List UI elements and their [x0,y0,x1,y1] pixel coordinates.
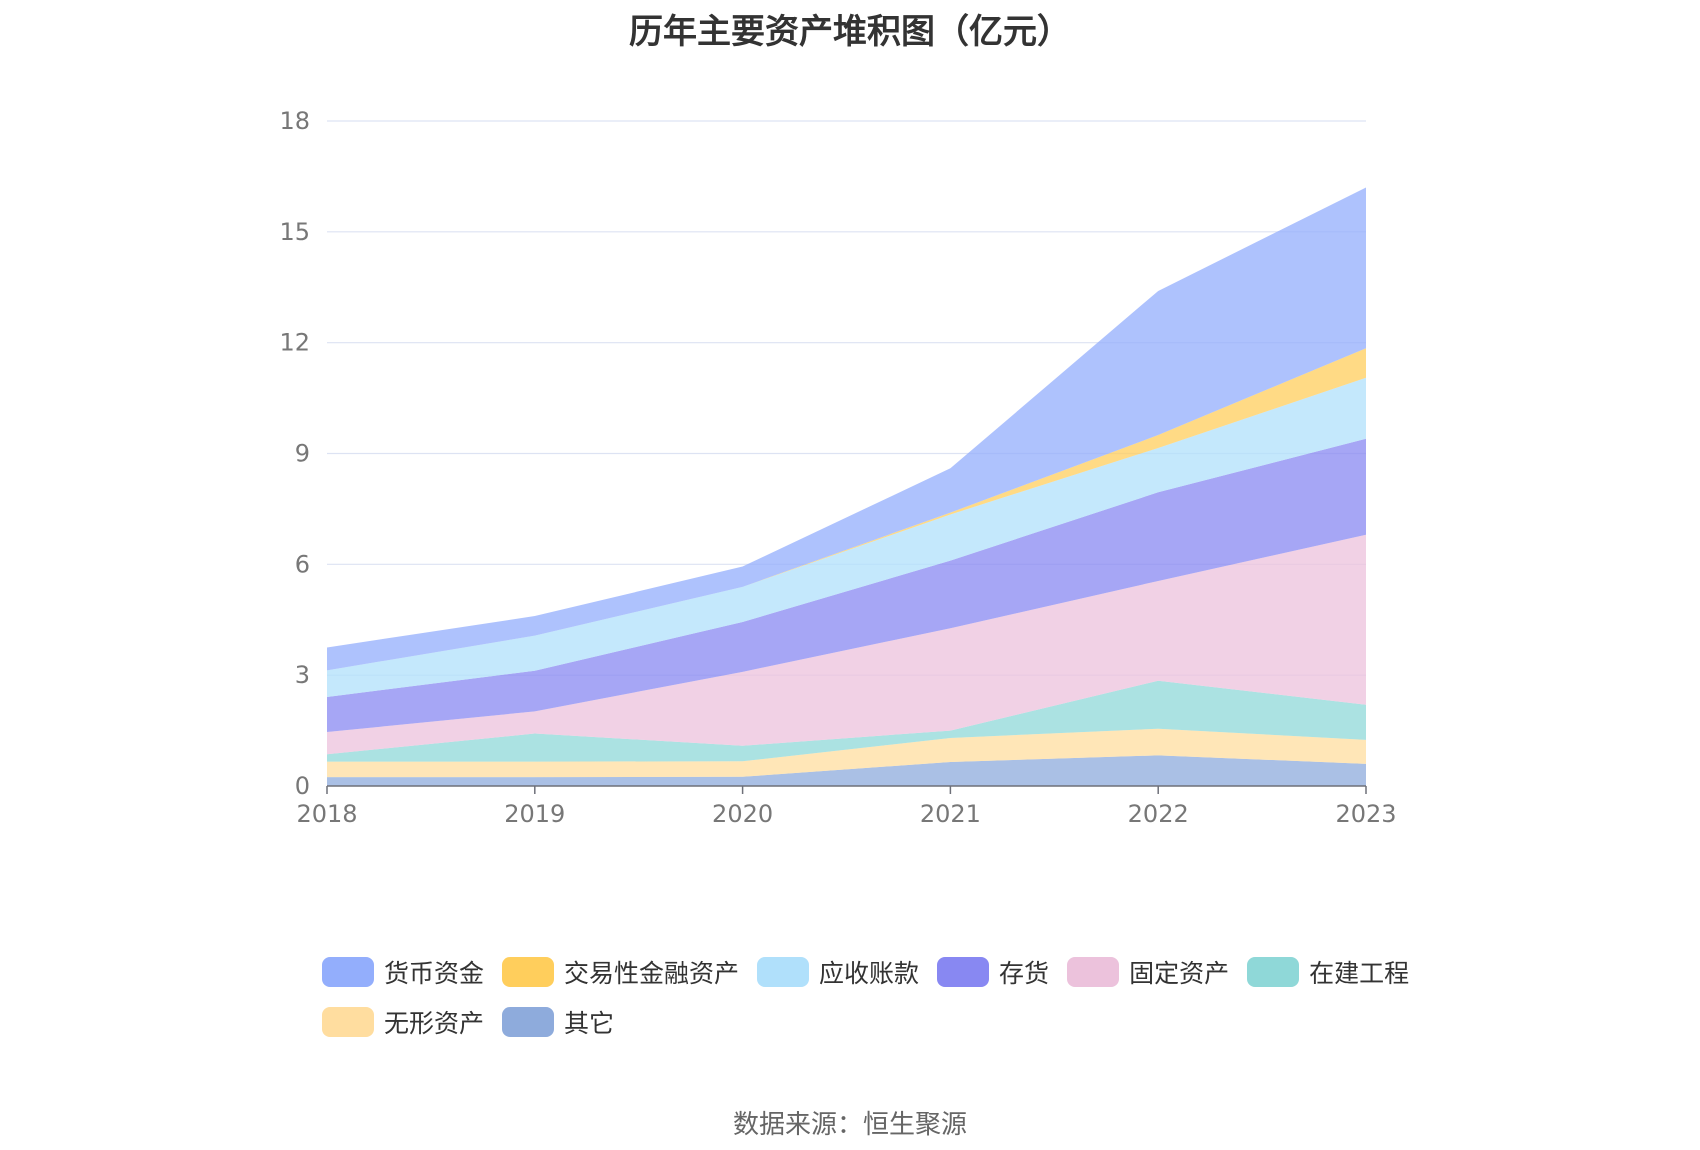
legend-label: 货币资金 [384,959,485,988]
y-tick-label: 6 [295,550,310,578]
legend-swatch [1247,957,1300,987]
x-tick-label: 2023 [1335,800,1396,828]
legend-label: 无形资产 [384,1009,485,1038]
legend-swatch [502,957,555,987]
x-tick-label: 2018 [296,800,357,828]
legend-swatch [502,1007,555,1037]
y-tick-label: 18 [279,107,310,135]
legend-label: 其它 [564,1009,615,1038]
area-应收账款 [327,377,1366,697]
legend-swatch [1067,957,1120,987]
x-tick-label: 2019 [504,800,565,828]
area-series [327,187,1366,786]
legend-swatch [757,957,810,987]
legend-swatch [322,1007,374,1037]
legend-item[interactable]: 其它 [502,1005,614,1039]
legend-label: 固定资产 [1129,959,1230,988]
legend-swatch [937,957,990,987]
legend-item[interactable]: 在建工程 [1247,955,1409,989]
area-货币资金 [327,187,1366,671]
area-存货 [327,438,1366,733]
legend-label: 存货 [999,959,1050,988]
y-tick-label: 15 [279,218,310,246]
y-tick-label: 3 [295,661,310,689]
axes: 0 3 6 9 12 15 18 2018 2019 2020 2021 2022 2023 [279,107,1396,828]
y-tick-label: 12 [279,329,310,357]
stacked-area-chart: 0 3 6 9 12 15 18 2018 2019 2020 2021 2022 2023 [279,107,1396,828]
legend-label: 应收账款 [819,959,920,988]
area-无形资产 [327,728,1366,778]
legend-item[interactable]: 存货 [937,955,1049,989]
legend-label: 交易性金融资产 [564,959,740,988]
y-tick-label: 0 [295,772,310,800]
x-tick-label: 2022 [1128,800,1189,828]
legend-item[interactable]: 交易性金融资产 [502,955,739,989]
x-tick-label: 2020 [712,800,773,828]
area-其它 [327,755,1366,786]
area-在建工程 [327,680,1366,762]
legend: 货币资金 交易性金融资产 应收账款 存货 固定资产 在建工程无形资产 其它 [322,955,1442,1055]
area-固定资产 [327,534,1366,755]
legend-item[interactable]: 应收账款 [757,955,919,989]
legend-label: 在建工程 [1309,959,1410,988]
legend-item[interactable]: 固定资产 [1067,955,1229,989]
y-tick-label: 9 [295,440,310,468]
x-tick-label: 2021 [920,800,981,828]
source-note: 数据来源：恒生聚源 [732,1110,967,1140]
legend-item[interactable]: 货币资金 [322,955,484,989]
legend-item[interactable]: 无形资产 [322,1005,484,1039]
legend-swatch [322,957,374,987]
chart-title: 历年主要资产堆积图（亿元） [629,12,1071,52]
